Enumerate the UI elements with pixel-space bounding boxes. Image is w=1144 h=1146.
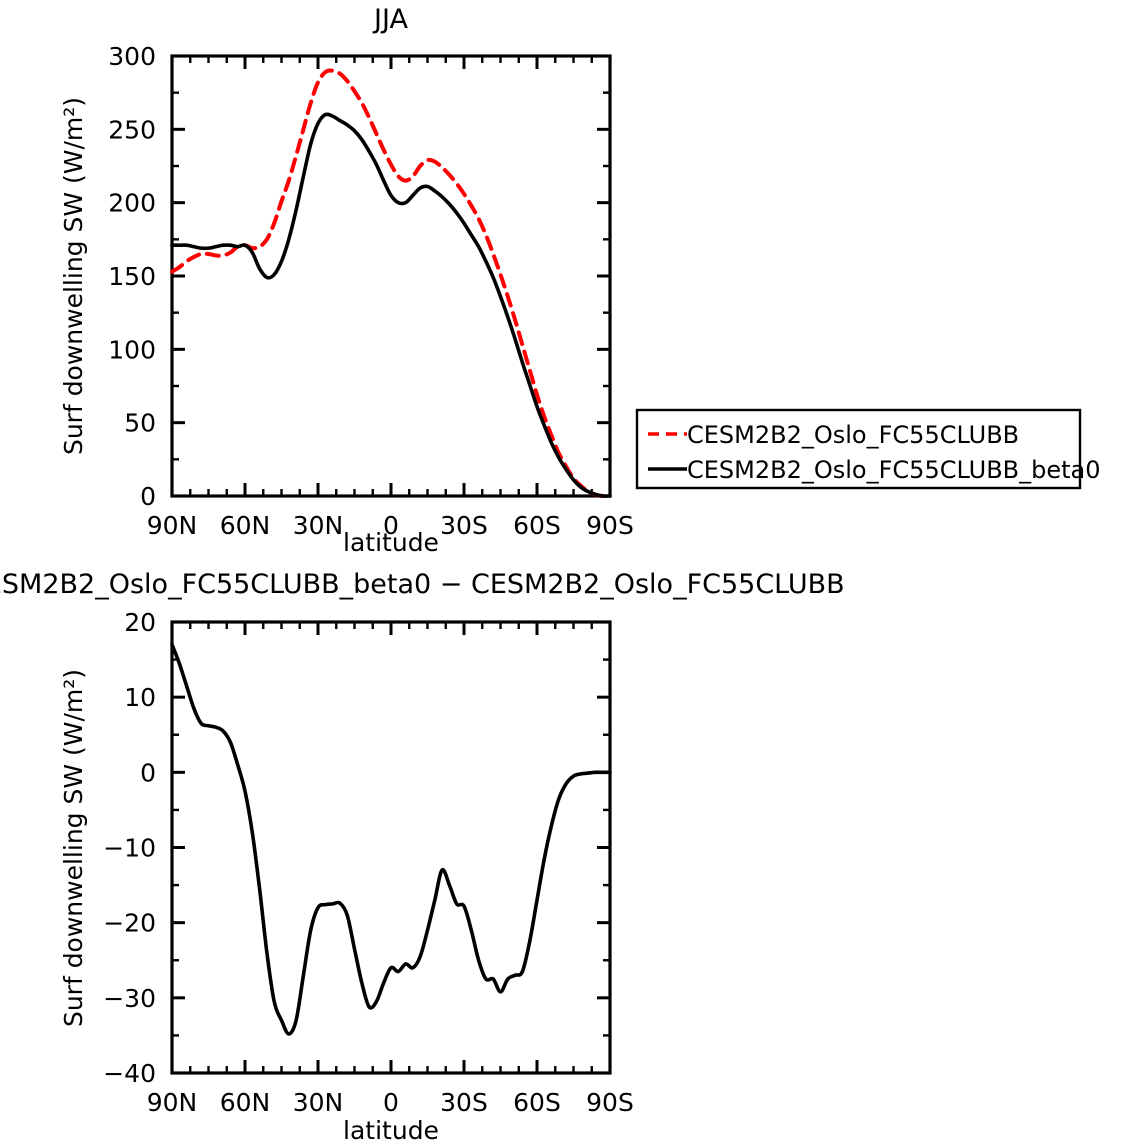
top-ytick-label: 150 bbox=[108, 262, 156, 291]
top-ytick-label: 250 bbox=[108, 115, 156, 144]
legend-label-reference: CESM2B2_Oslo_FC55CLUBB bbox=[687, 421, 1019, 449]
bottom-ytick-label: 20 bbox=[124, 608, 156, 637]
top-xtick-label: 0 bbox=[383, 511, 399, 540]
top-ytick-label: 100 bbox=[108, 335, 156, 364]
bottom-ytick-label: 0 bbox=[140, 758, 156, 787]
top-xtick-label: 90S bbox=[586, 511, 634, 540]
bottom-xtick-label: 60S bbox=[513, 1088, 561, 1117]
difference-panel-title: CESM2B2_Oslo_FC55CLUBB_beta0 − CESM2B2_O… bbox=[0, 569, 845, 600]
bottom-xtick-label: 30N bbox=[293, 1088, 344, 1117]
bottom-panel-tick-labels: 90N 60N 30N 0 30S 60S 90S −40 −30 −20 −10 0 10 20 bbox=[103, 608, 634, 1117]
bottom-xtick-label: 90S bbox=[586, 1088, 634, 1117]
top-ytick-label: 200 bbox=[108, 189, 156, 218]
top-panel: JJA 90N 60N 30N 0 30S 60S 90S 0 50 100 150 200 250 30… bbox=[59, 4, 634, 557]
top-xtick-label: 60N bbox=[220, 511, 271, 540]
top-panel-xlabel: latitude bbox=[343, 528, 439, 557]
bottom-panel-ticks bbox=[170, 620, 612, 1075]
bottom-ytick-label: −30 bbox=[103, 984, 156, 1013]
bottom-xtick-label: 60N bbox=[220, 1088, 271, 1117]
bottom-panel: 90N 60N 30N 0 30S 60S 90S −40 −30 −20 −10 0 10 20 lat… bbox=[59, 608, 634, 1145]
legend-label-experiment: CESM2B2_Oslo_FC55CLUBB_beta0 bbox=[687, 456, 1101, 484]
top-ytick-label: 0 bbox=[140, 482, 156, 511]
bottom-xtick-label: 0 bbox=[383, 1088, 399, 1117]
legend-item-experiment[interactable]: CESM2B2_Oslo_FC55CLUBB_beta0 bbox=[648, 456, 1101, 484]
bottom-ytick-label: −10 bbox=[103, 834, 156, 863]
top-series-line-0 bbox=[170, 68, 612, 499]
legend[interactable]: CESM2B2_Oslo_FC55CLUBB CESM2B2_Oslo_FC55… bbox=[635, 408, 1101, 490]
top-panel-title: JJA bbox=[372, 4, 408, 35]
bottom-xtick-label: 90N bbox=[147, 1088, 198, 1117]
bottom-panel-xlabel: latitude bbox=[343, 1116, 439, 1145]
bottom-panel-frame bbox=[170, 620, 612, 1075]
top-panel-curves bbox=[170, 68, 612, 499]
top-xtick-label: 90N bbox=[147, 511, 198, 540]
bottom-panel-ylabel: Surf downwelling SW (W/m²) bbox=[59, 669, 88, 1027]
top-panel-ylabel: Surf downwelling SW (W/m²) bbox=[59, 97, 88, 455]
bottom-panel-curves bbox=[170, 642, 612, 1036]
legend-box bbox=[635, 408, 1082, 490]
bottom-xtick-label: 30S bbox=[440, 1088, 488, 1117]
top-ytick-label: 50 bbox=[124, 409, 156, 438]
bottom-ytick-label: −40 bbox=[103, 1059, 156, 1088]
top-panel-tick-labels: 90N 60N 30N 0 30S 60S 90S 0 50 100 150 200 250 300 bbox=[108, 42, 634, 540]
bottom-ytick-label: 10 bbox=[124, 683, 156, 712]
bottom-series-line-0 bbox=[170, 642, 612, 1036]
bottom-ytick-label: −20 bbox=[103, 909, 156, 938]
legend-item-reference[interactable]: CESM2B2_Oslo_FC55CLUBB bbox=[648, 421, 1019, 449]
top-series-line-1 bbox=[170, 112, 612, 498]
top-xtick-label: 60S bbox=[513, 511, 561, 540]
top-xtick-label: 30S bbox=[440, 511, 488, 540]
top-xtick-label: 30N bbox=[293, 511, 344, 540]
top-panel-ticks bbox=[170, 54, 612, 498]
top-ytick-label: 300 bbox=[108, 42, 156, 71]
